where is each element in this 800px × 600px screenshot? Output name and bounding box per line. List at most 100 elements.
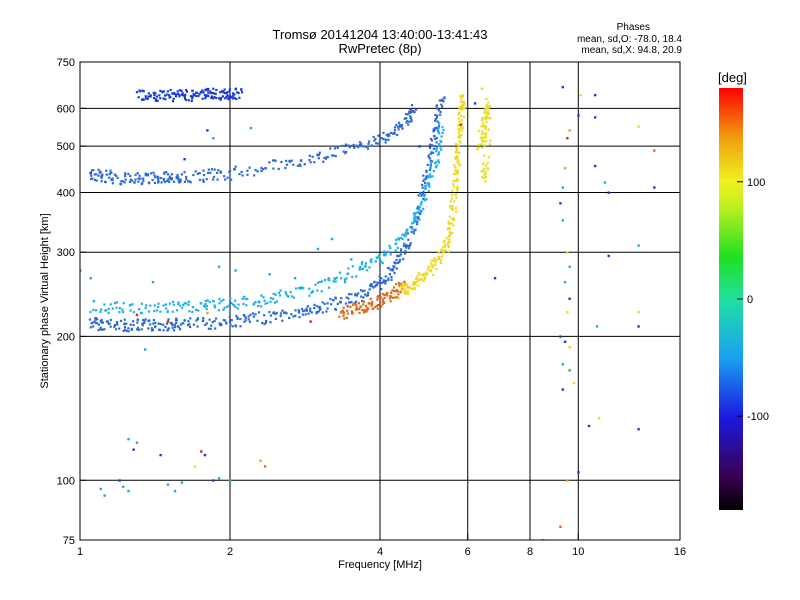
- trace-point: [170, 322, 174, 325]
- trace-point: [481, 136, 485, 139]
- trace-point: [357, 292, 360, 295]
- trace-point: [179, 178, 182, 181]
- trace-point: [181, 94, 185, 97]
- trace-point: [440, 99, 443, 102]
- trace-point: [273, 301, 277, 304]
- trace-point: [412, 232, 416, 235]
- trace-point: [355, 305, 358, 308]
- trace-point: [292, 315, 295, 318]
- trace-point: [364, 293, 367, 296]
- trace-point: [382, 300, 385, 303]
- trace-point: [144, 97, 148, 100]
- trace-point: [97, 168, 100, 171]
- trace-point: [277, 291, 281, 294]
- trace-point: [488, 143, 492, 146]
- trace-point: [143, 321, 146, 325]
- trace-point: [440, 248, 443, 251]
- trace-point: [421, 273, 424, 276]
- trace-point: [339, 301, 342, 304]
- trace-point: [261, 321, 264, 325]
- trace-point: [195, 319, 198, 322]
- trace-point: [485, 107, 488, 110]
- trace-point: [462, 115, 466, 119]
- trace-point: [424, 276, 427, 280]
- trace-point: [386, 294, 389, 297]
- trace-point: [107, 311, 110, 315]
- trace-point: [381, 292, 384, 296]
- trace-point: [380, 287, 383, 291]
- trace-point: [447, 250, 450, 253]
- trace-point: [288, 316, 291, 320]
- trace-point: [326, 307, 329, 310]
- trace-point: [370, 302, 374, 305]
- trace-point: [315, 310, 318, 314]
- trace-point: [437, 159, 440, 162]
- trace-point: [434, 166, 438, 169]
- trace-point: [433, 137, 437, 141]
- trace-point: [211, 321, 214, 324]
- trace-point: [414, 108, 418, 111]
- scatter-point: [135, 313, 139, 317]
- trace-point: [106, 320, 110, 323]
- trace-point: [188, 325, 192, 329]
- trace-point: [441, 131, 444, 135]
- trace-point: [422, 279, 425, 283]
- trace-point: [223, 91, 227, 95]
- trace-point: [154, 92, 157, 95]
- scatter-point: [637, 310, 640, 314]
- trace-point: [483, 117, 486, 120]
- trace-point: [458, 140, 461, 143]
- trace-point: [348, 301, 352, 304]
- trace-point: [389, 268, 392, 271]
- trace-point: [481, 125, 485, 128]
- trace-point: [485, 117, 488, 121]
- trace-point: [487, 105, 490, 108]
- trace-point: [147, 319, 150, 322]
- trace-point: [434, 114, 437, 117]
- trace-point: [260, 294, 263, 297]
- trace-point: [98, 171, 101, 174]
- chart-subtitle: RwPretec (8p): [338, 41, 422, 56]
- trace-point: [94, 318, 97, 322]
- trace-point: [213, 96, 216, 99]
- trace-point: [381, 262, 384, 265]
- trace-point: [151, 178, 154, 182]
- trace-point: [383, 293, 387, 296]
- trace-point: [370, 258, 373, 261]
- trace-point: [355, 144, 358, 147]
- trace-point: [257, 304, 260, 308]
- trace-point: [287, 295, 290, 298]
- trace-point: [88, 318, 92, 321]
- trace-point: [394, 296, 397, 299]
- trace-point: [203, 173, 206, 177]
- trace-point: [90, 177, 93, 181]
- scatter-point: [109, 169, 112, 172]
- trace-point: [114, 328, 118, 331]
- trace-point: [290, 159, 293, 162]
- trace-point: [178, 95, 181, 98]
- trace-point: [305, 309, 308, 312]
- trace-point: [348, 146, 351, 149]
- trace-point: [350, 301, 353, 304]
- trace-point: [294, 287, 298, 290]
- trace-point: [478, 129, 481, 133]
- trace-point: [452, 172, 456, 176]
- trace-point: [425, 169, 428, 172]
- trace-point: [430, 139, 434, 142]
- trace-point: [435, 136, 438, 140]
- trace-point: [254, 168, 257, 172]
- trace-point: [108, 322, 111, 326]
- trace-point: [351, 275, 354, 278]
- trace-point: [482, 162, 485, 166]
- trace-point: [237, 91, 240, 95]
- trace-point: [162, 177, 165, 181]
- trace-point: [131, 303, 134, 306]
- trace-point: [418, 273, 421, 276]
- trace-point: [455, 179, 458, 183]
- trace-point: [483, 108, 486, 111]
- trace-point: [431, 144, 434, 147]
- trace-point: [152, 91, 155, 94]
- trace-point: [451, 189, 454, 192]
- trace-point: [484, 135, 488, 138]
